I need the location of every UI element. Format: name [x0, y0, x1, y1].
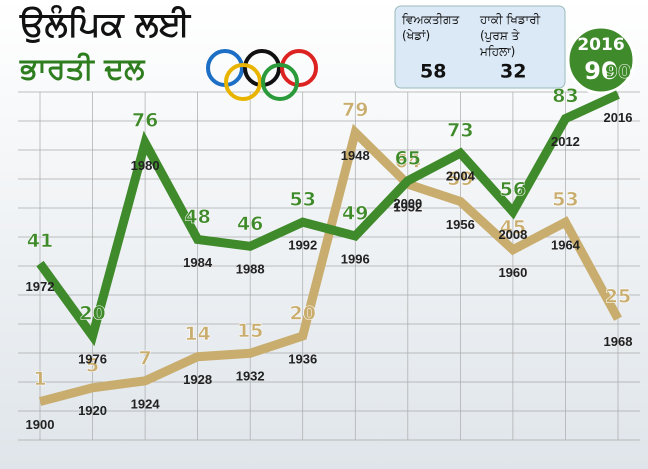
- year-label: 2000: [393, 196, 422, 211]
- olympic-rings: [206, 49, 318, 101]
- value-label: 46: [237, 213, 263, 235]
- value-label: 53: [552, 189, 578, 211]
- highlight-badge: [566, 25, 636, 95]
- value-label: 73: [447, 120, 473, 142]
- year-label: 1920: [78, 403, 107, 418]
- year-label: 1924: [131, 396, 161, 411]
- value-label: 25: [605, 285, 631, 307]
- year-label: 1968: [604, 334, 633, 349]
- year-label: 1936: [288, 351, 317, 366]
- year-label: 1952: [393, 200, 422, 215]
- value-label: 49: [342, 202, 368, 224]
- year-label: 1932: [236, 369, 265, 384]
- badge-year: 2016: [577, 35, 624, 55]
- stat-label: ਵਿਅਕਤੀਗਤ: [401, 13, 460, 27]
- year-label: 1960: [498, 265, 527, 280]
- value-label: 14: [184, 323, 210, 345]
- stat-value: 58: [420, 61, 446, 83]
- year-label: 1972: [26, 279, 55, 294]
- value-label: 20: [79, 303, 105, 325]
- title-line-2: ਭਾਰਤੀ ਦਲ: [19, 52, 146, 87]
- year-label: 1992: [288, 238, 317, 253]
- year-label: 1900: [26, 417, 55, 432]
- value-label: 59: [447, 168, 473, 190]
- year-label: 1928: [183, 372, 212, 387]
- series-line: [38, 123, 622, 406]
- value-label: 76: [132, 109, 158, 131]
- value-label: 48: [184, 206, 210, 228]
- value-label: 83: [552, 85, 578, 107]
- year-label: 1948: [341, 148, 370, 163]
- plot: 1 1900 5 1920 7 1924 14 1928 15 1932 20 1936 79 1948 6…: [26, 61, 633, 432]
- value-label: 1: [33, 368, 46, 390]
- stat-label: ਹਾਕੀ ਖਿਡਾਰੀ: [479, 13, 541, 27]
- value-label: 15: [237, 320, 263, 342]
- stat-label: ਮਹਿਲਾ): [479, 45, 515, 59]
- year-label: 1980: [131, 158, 160, 173]
- stat-label: (ਪੁਰਸ਼ ਤੇ: [480, 29, 520, 43]
- year-label: 1988: [236, 262, 265, 277]
- year-label: 1964: [551, 238, 581, 253]
- badge-value: 90: [584, 57, 617, 85]
- value-label: 45: [500, 216, 526, 238]
- value-label: 90: [605, 61, 631, 83]
- value-label: 5: [86, 354, 99, 376]
- value-label: 20: [290, 303, 316, 325]
- year-label: 1976: [78, 351, 107, 366]
- year-label: 1996: [341, 251, 370, 266]
- stat-value: 32: [500, 61, 526, 83]
- stat-label: (ਖੇਡਾਂ): [402, 29, 430, 43]
- series-line: [36, 90, 620, 347]
- value-label: 64: [395, 151, 421, 173]
- stats-box: [394, 5, 566, 89]
- value-label: 56: [500, 178, 526, 200]
- year-label: 1956: [446, 217, 475, 232]
- value-label: 7: [138, 347, 151, 369]
- year-label: 2012: [551, 134, 580, 149]
- value-label: 53: [290, 189, 316, 211]
- value-label: 65: [395, 147, 421, 169]
- value-label: 41: [27, 230, 53, 252]
- year-label: 1984: [183, 255, 213, 270]
- title-line-1: ਉਲੰਪਿਕ ਲਈ: [19, 5, 191, 45]
- year-label: 2016: [604, 110, 633, 125]
- year-label: 2008: [498, 227, 527, 242]
- value-label: 79: [342, 99, 368, 121]
- year-label: 2004: [446, 169, 476, 184]
